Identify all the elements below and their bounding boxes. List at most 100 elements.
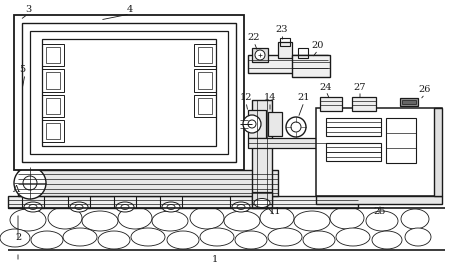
Ellipse shape bbox=[237, 205, 245, 210]
Ellipse shape bbox=[260, 207, 294, 229]
Ellipse shape bbox=[75, 205, 83, 210]
Ellipse shape bbox=[82, 211, 118, 231]
Ellipse shape bbox=[118, 207, 152, 229]
Bar bbox=[252, 100, 272, 208]
Ellipse shape bbox=[70, 202, 88, 212]
Bar bbox=[252, 192, 272, 204]
Text: 23: 23 bbox=[276, 26, 288, 34]
Bar bbox=[42, 95, 64, 117]
Ellipse shape bbox=[268, 228, 302, 246]
Bar bbox=[114, 196, 136, 208]
Ellipse shape bbox=[232, 202, 250, 212]
Bar bbox=[198, 72, 212, 88]
Bar bbox=[68, 196, 90, 208]
Bar bbox=[400, 98, 418, 106]
Text: 25: 25 bbox=[374, 207, 386, 217]
Bar bbox=[248, 55, 328, 73]
Circle shape bbox=[286, 117, 306, 137]
Bar bbox=[22, 196, 44, 208]
Ellipse shape bbox=[401, 209, 429, 229]
Ellipse shape bbox=[366, 211, 398, 231]
Ellipse shape bbox=[200, 228, 234, 246]
Bar bbox=[326, 152, 381, 157]
Bar bbox=[42, 39, 216, 146]
Bar bbox=[160, 196, 182, 208]
Text: 26: 26 bbox=[419, 85, 431, 95]
Bar bbox=[42, 44, 64, 66]
Bar bbox=[326, 118, 381, 136]
Ellipse shape bbox=[405, 228, 431, 246]
Bar bbox=[18, 170, 278, 196]
Ellipse shape bbox=[116, 202, 134, 212]
Bar bbox=[230, 196, 252, 208]
Bar bbox=[326, 127, 381, 132]
Circle shape bbox=[255, 50, 265, 60]
Bar bbox=[198, 97, 212, 114]
Text: 24: 24 bbox=[320, 83, 332, 92]
Text: 5: 5 bbox=[19, 65, 25, 74]
Bar bbox=[280, 38, 290, 46]
Ellipse shape bbox=[224, 211, 260, 231]
Circle shape bbox=[291, 122, 301, 132]
Bar bbox=[198, 47, 212, 63]
Bar bbox=[30, 31, 228, 154]
Bar bbox=[352, 97, 376, 111]
Circle shape bbox=[248, 120, 256, 128]
Bar bbox=[278, 42, 292, 58]
Ellipse shape bbox=[167, 205, 175, 210]
Ellipse shape bbox=[10, 209, 46, 231]
Circle shape bbox=[243, 115, 261, 133]
Ellipse shape bbox=[303, 231, 335, 249]
Ellipse shape bbox=[0, 229, 30, 247]
Text: 22: 22 bbox=[248, 33, 260, 42]
Bar bbox=[386, 118, 416, 163]
Bar bbox=[14, 15, 244, 170]
Bar bbox=[402, 100, 416, 104]
Ellipse shape bbox=[372, 231, 402, 249]
Ellipse shape bbox=[48, 207, 82, 229]
Ellipse shape bbox=[63, 228, 97, 246]
Bar bbox=[46, 47, 60, 63]
Ellipse shape bbox=[294, 211, 330, 231]
Bar bbox=[316, 196, 442, 204]
Text: 11: 11 bbox=[269, 207, 281, 217]
Bar bbox=[292, 55, 330, 77]
Text: 21: 21 bbox=[298, 93, 310, 103]
Ellipse shape bbox=[98, 231, 130, 249]
Text: 27: 27 bbox=[354, 83, 366, 92]
Bar bbox=[194, 95, 216, 117]
Text: 12: 12 bbox=[240, 93, 252, 103]
Bar bbox=[194, 44, 216, 66]
Text: 2: 2 bbox=[15, 233, 21, 241]
Ellipse shape bbox=[336, 228, 370, 246]
Bar bbox=[22, 23, 236, 162]
Bar bbox=[248, 110, 266, 138]
Text: 3: 3 bbox=[25, 6, 31, 14]
Ellipse shape bbox=[131, 228, 165, 246]
Bar bbox=[194, 69, 216, 92]
Text: 14: 14 bbox=[264, 93, 276, 103]
Bar bbox=[326, 147, 381, 152]
Bar bbox=[298, 48, 308, 58]
Bar bbox=[320, 97, 342, 111]
Bar bbox=[42, 120, 64, 142]
Bar bbox=[46, 123, 60, 139]
Bar bbox=[252, 48, 268, 62]
Bar bbox=[248, 138, 338, 148]
Text: 20: 20 bbox=[312, 41, 324, 50]
Ellipse shape bbox=[330, 207, 364, 229]
Bar bbox=[316, 108, 442, 196]
Ellipse shape bbox=[152, 211, 188, 231]
Ellipse shape bbox=[29, 205, 37, 210]
Bar bbox=[42, 69, 64, 92]
Bar bbox=[46, 72, 60, 88]
Ellipse shape bbox=[190, 207, 224, 229]
Bar bbox=[8, 196, 358, 208]
Ellipse shape bbox=[24, 202, 42, 212]
Bar bbox=[434, 108, 442, 196]
Ellipse shape bbox=[167, 231, 199, 249]
Circle shape bbox=[14, 167, 46, 199]
Text: 4: 4 bbox=[127, 6, 133, 14]
Bar bbox=[326, 122, 381, 127]
Ellipse shape bbox=[31, 231, 63, 249]
